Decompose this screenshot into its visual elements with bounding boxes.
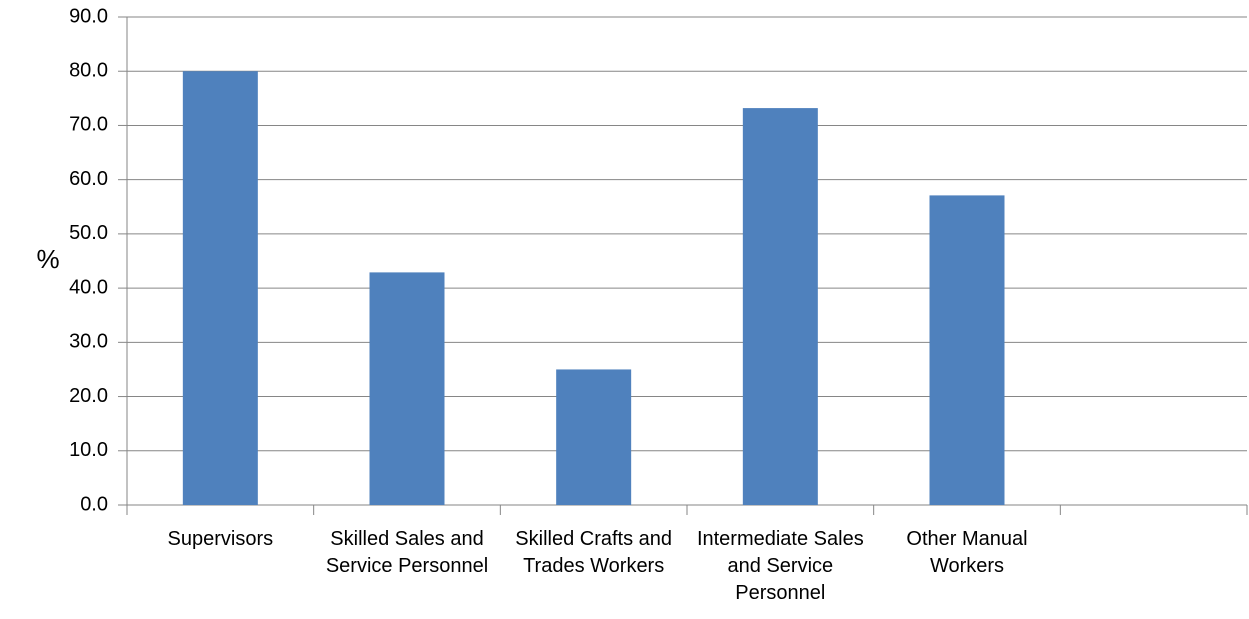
y-tick-label: 70.0 <box>69 114 108 136</box>
y-tick-label: 0.0 <box>80 493 108 515</box>
x-tick-label: Supervisors <box>168 528 274 550</box>
y-tick-label: 30.0 <box>69 331 108 353</box>
y-tick-label: 80.0 <box>69 60 108 82</box>
y-tick-label: 40.0 <box>69 276 108 298</box>
x-tick-label: Other Manual Workers <box>906 528 1027 577</box>
x-tick-label: Skilled Crafts and Trades Workers <box>515 528 672 577</box>
y-tick-label: 60.0 <box>69 168 108 190</box>
bar <box>742 108 818 506</box>
x-tick-label: Skilled Sales and Service Personnel <box>326 528 488 577</box>
x-tick-label: Intermediate Sales and Service Personnel <box>697 528 864 604</box>
y-tick-label: 20.0 <box>69 385 108 407</box>
bar <box>556 369 632 505</box>
bar <box>182 71 258 505</box>
y-tick-label: 90.0 <box>69 5 108 27</box>
y-tick-label: 50.0 <box>69 222 108 244</box>
y-axis-label: % <box>36 244 59 274</box>
y-tick-label: 10.0 <box>69 439 108 461</box>
bar <box>369 272 445 505</box>
bar <box>929 195 1005 505</box>
